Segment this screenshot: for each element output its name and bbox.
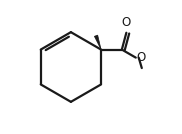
- Polygon shape: [94, 35, 101, 50]
- Text: O: O: [136, 51, 146, 64]
- Text: O: O: [122, 16, 131, 29]
